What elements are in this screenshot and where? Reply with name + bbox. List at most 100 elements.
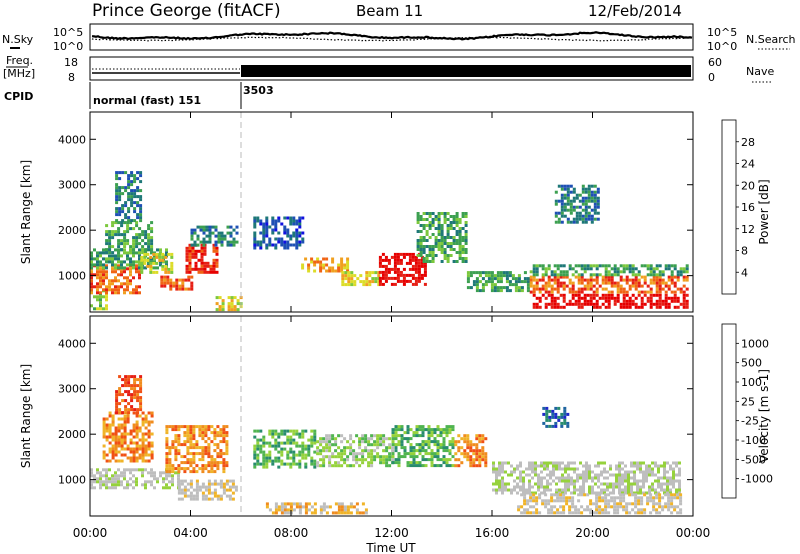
heatmap-cell (126, 239, 130, 243)
heatmap-cell (568, 299, 572, 303)
heatmap-cell (105, 288, 108, 292)
heatmap-cell (102, 432, 106, 436)
heatmap-cell (621, 461, 624, 465)
heatmap-cell (144, 266, 147, 270)
heatmap-cell (526, 286, 530, 290)
heatmap-cell (464, 248, 468, 251)
heatmap-cell (412, 452, 416, 456)
heatmap-cell (541, 273, 545, 277)
heatmap-cell (143, 261, 147, 265)
heatmap-cell (562, 284, 566, 288)
heatmap-cell (564, 470, 567, 474)
heatmap-cell (391, 434, 395, 438)
heatmap-cell (397, 425, 401, 429)
heatmap-cell (340, 440, 344, 444)
heatmap-cell (343, 437, 347, 441)
heatmap-cell (232, 243, 236, 247)
heatmap-cell (325, 446, 329, 450)
heatmap-cell (651, 485, 654, 489)
heatmap-cell (484, 437, 488, 441)
heatmap-cell (643, 275, 647, 279)
heatmap-cell (301, 444, 305, 448)
heatmap-cell (117, 426, 121, 430)
heatmap-cell (581, 184, 585, 188)
heatmap-cell (646, 299, 650, 303)
heatmap-cell (422, 251, 426, 254)
heatmap-cell (601, 511, 605, 515)
heatmap-cell (174, 471, 177, 475)
heatmap-cell (127, 174, 131, 178)
heatmap-cell (165, 470, 169, 474)
heatmap-cell (222, 437, 226, 441)
heatmap-cell (213, 494, 217, 498)
heatmap-cell (135, 291, 138, 295)
heatmap-cell (99, 483, 102, 487)
heatmap-cell (589, 508, 593, 512)
heatmap-cell (147, 420, 151, 424)
heatmap-cell (394, 425, 398, 429)
heatmap-cell (186, 458, 190, 462)
heatmap-cell (225, 440, 229, 444)
heatmap-cell (190, 287, 194, 291)
heatmap-cell (90, 282, 93, 286)
heatmap-cell (598, 273, 602, 277)
heatmap-cell (546, 488, 549, 492)
heatmap-cell (140, 255, 144, 259)
heatmap-cell (428, 260, 432, 263)
heatmap-cell (559, 275, 563, 279)
heatmap-cell (331, 434, 335, 438)
heatmap-cell (461, 248, 465, 251)
heatmap-cell (132, 263, 135, 267)
heatmap-cell (417, 258, 421, 262)
heatmap-cell (382, 461, 386, 465)
heatmap-cell (667, 505, 671, 509)
heatmap-cell (340, 434, 344, 438)
heatmap-cell (388, 458, 392, 462)
heatmap-cell (144, 233, 148, 237)
heatmap-cell (90, 260, 93, 264)
heatmap-cell (510, 488, 513, 492)
heatmap-cell (138, 263, 141, 267)
heatmap-cell (547, 264, 551, 268)
heatmap-cell (391, 461, 395, 465)
heatmap-cell (593, 208, 597, 212)
heatmap-cell (566, 412, 570, 416)
heatmap-cell (192, 458, 196, 462)
heatmap-cell (150, 420, 154, 424)
heatmap-cell (280, 459, 284, 463)
heatmap-cell (253, 450, 257, 454)
heatmap-cell (189, 491, 193, 495)
heatmap-cell (185, 258, 189, 262)
heatmap-cell (328, 446, 332, 450)
heatmap-cell (102, 273, 105, 277)
heatmap-cell (117, 288, 120, 292)
heatmap-cell (544, 502, 548, 506)
heatmap-cell (466, 443, 470, 447)
heatmap-cell (370, 449, 374, 453)
heatmap-cell (553, 264, 557, 268)
heatmap-cell (165, 458, 169, 462)
heatmap-cell (449, 215, 453, 218)
heatmap-cell (586, 299, 590, 303)
heatmap-cell (575, 196, 579, 200)
heatmap-cell (132, 453, 136, 457)
heatmap-cell (685, 270, 689, 274)
heatmap-cell (493, 283, 497, 287)
heatmap-cell (397, 440, 401, 444)
heatmap-cell (124, 216, 128, 220)
heatmap-cell (210, 431, 214, 435)
heatmap-cell (200, 252, 204, 256)
heatmap-cell (657, 470, 660, 474)
heatmap-cell (253, 243, 257, 247)
heatmap-cell (466, 280, 470, 284)
heatmap-cell (271, 511, 275, 515)
heatmap-cell (361, 434, 365, 438)
heatmap-cell (657, 476, 660, 480)
heatmap-cell (361, 511, 365, 515)
heatmap-cell (168, 480, 171, 484)
heatmap-cell (160, 284, 164, 288)
heatmap-cell (400, 446, 404, 450)
heatmap-cell (365, 274, 369, 278)
heatmap-cell (201, 458, 205, 462)
heatmap-cell (396, 276, 400, 280)
